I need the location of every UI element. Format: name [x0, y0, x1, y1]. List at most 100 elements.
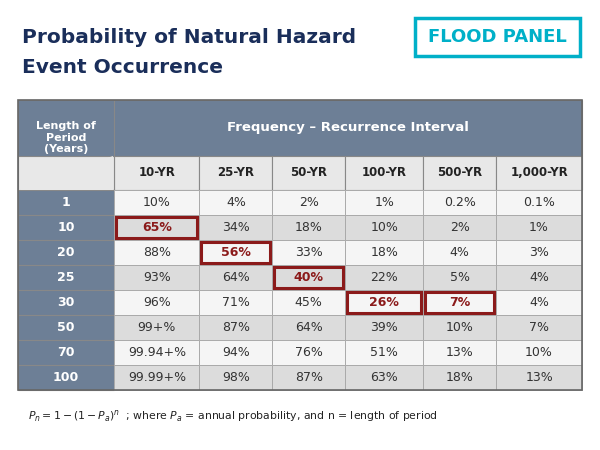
Text: $P_n = 1 - (1-P_a)^n$  ; where $P_a$ = annual probability, and n = length of per: $P_n = 1 - (1-P_a)^n$ ; where $P_a$ = an… [28, 408, 438, 424]
Bar [345, 240, 423, 265]
Bar [423, 240, 496, 265]
Bar [345, 265, 423, 290]
Text: 30: 30 [58, 296, 75, 309]
Bar [425, 292, 494, 313]
Bar [199, 365, 272, 390]
Bar [18, 240, 114, 265]
Text: 40%: 40% [294, 271, 324, 284]
Text: 3%: 3% [529, 246, 549, 259]
Text: 5%: 5% [450, 271, 470, 284]
Text: FLOOD PANEL: FLOOD PANEL [428, 28, 567, 46]
Bar [345, 290, 423, 315]
Bar [347, 292, 421, 313]
Bar [496, 190, 582, 215]
Bar [272, 190, 345, 215]
Text: 99.94+%: 99.94+% [128, 346, 186, 359]
Bar [114, 215, 199, 240]
Text: 10%: 10% [446, 321, 473, 334]
Bar [116, 217, 197, 238]
Polygon shape [18, 156, 113, 190]
Bar [202, 242, 271, 263]
Text: 33%: 33% [295, 246, 323, 259]
Text: 88%: 88% [143, 246, 171, 259]
Text: 70: 70 [58, 346, 75, 359]
Bar [114, 265, 199, 290]
Bar [199, 156, 272, 190]
Bar [114, 315, 199, 340]
Text: 45%: 45% [295, 296, 323, 309]
Text: 99+%: 99+% [137, 321, 176, 334]
Bar [114, 100, 582, 156]
Bar [18, 156, 114, 190]
Bar [18, 315, 114, 340]
Text: Event Occurrence: Event Occurrence [22, 58, 223, 77]
Text: 25-YR: 25-YR [217, 166, 254, 180]
Text: 1: 1 [62, 196, 71, 209]
Text: 56%: 56% [221, 246, 251, 259]
Bar [423, 340, 496, 365]
Text: 10-YR: 10-YR [139, 166, 175, 180]
Text: 2%: 2% [299, 196, 319, 209]
Text: 18%: 18% [370, 246, 398, 259]
Bar [423, 290, 496, 315]
Bar [272, 156, 345, 190]
Bar [496, 365, 582, 390]
Bar [423, 190, 496, 215]
Bar [272, 365, 345, 390]
Text: Probability of Natural Hazard: Probability of Natural Hazard [22, 28, 356, 47]
Text: 10%: 10% [143, 196, 171, 209]
Bar [18, 365, 114, 390]
Bar [415, 18, 580, 56]
Bar [496, 340, 582, 365]
Bar [496, 265, 582, 290]
Text: 64%: 64% [295, 321, 323, 334]
Bar [199, 215, 272, 240]
Bar [272, 290, 345, 315]
Bar [345, 215, 423, 240]
Text: 2%: 2% [450, 221, 470, 234]
Text: 7%: 7% [449, 296, 470, 309]
Text: 94%: 94% [222, 346, 250, 359]
Text: 63%: 63% [370, 371, 398, 384]
Text: 50-YR: 50-YR [290, 166, 327, 180]
Text: 4%: 4% [226, 196, 246, 209]
Text: 71%: 71% [222, 296, 250, 309]
Bar [114, 190, 199, 215]
Text: 87%: 87% [222, 321, 250, 334]
Bar [423, 265, 496, 290]
Bar [345, 190, 423, 215]
Bar [18, 100, 114, 190]
Text: 34%: 34% [222, 221, 250, 234]
Bar [18, 265, 114, 290]
Text: 1,000-YR: 1,000-YR [510, 166, 568, 180]
Text: 13%: 13% [525, 371, 553, 384]
Bar [18, 190, 114, 215]
Bar [345, 315, 423, 340]
Text: 0.1%: 0.1% [523, 196, 555, 209]
Text: 87%: 87% [295, 371, 323, 384]
Bar [423, 315, 496, 340]
Text: 65%: 65% [142, 221, 172, 234]
Bar [496, 215, 582, 240]
Text: 51%: 51% [370, 346, 398, 359]
Text: Length of
Period
(Years): Length of Period (Years) [36, 121, 96, 154]
Text: 99.99+%: 99.99+% [128, 371, 186, 384]
Text: 64%: 64% [222, 271, 250, 284]
Bar [114, 365, 199, 390]
Text: 7%: 7% [529, 321, 549, 334]
Text: 98%: 98% [222, 371, 250, 384]
Bar [199, 265, 272, 290]
Bar [496, 240, 582, 265]
Text: 25: 25 [58, 271, 75, 284]
Bar [114, 240, 199, 265]
Bar [345, 156, 423, 190]
Text: 26%: 26% [370, 296, 399, 309]
Bar [423, 156, 496, 190]
Bar [345, 340, 423, 365]
Text: 13%: 13% [446, 346, 473, 359]
Text: 20: 20 [58, 246, 75, 259]
Bar [496, 290, 582, 315]
Text: 39%: 39% [370, 321, 398, 334]
Text: 76%: 76% [295, 346, 323, 359]
Text: 100-YR: 100-YR [362, 166, 407, 180]
